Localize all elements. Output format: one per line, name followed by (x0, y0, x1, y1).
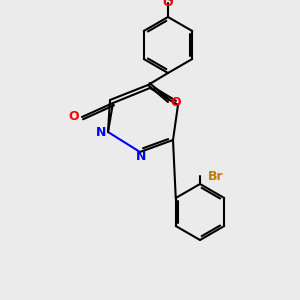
Text: O: O (69, 110, 79, 124)
Text: N: N (136, 151, 146, 164)
Text: N: N (96, 125, 106, 139)
Text: Br: Br (208, 170, 224, 184)
Text: O: O (171, 95, 181, 109)
Text: O: O (163, 0, 173, 10)
